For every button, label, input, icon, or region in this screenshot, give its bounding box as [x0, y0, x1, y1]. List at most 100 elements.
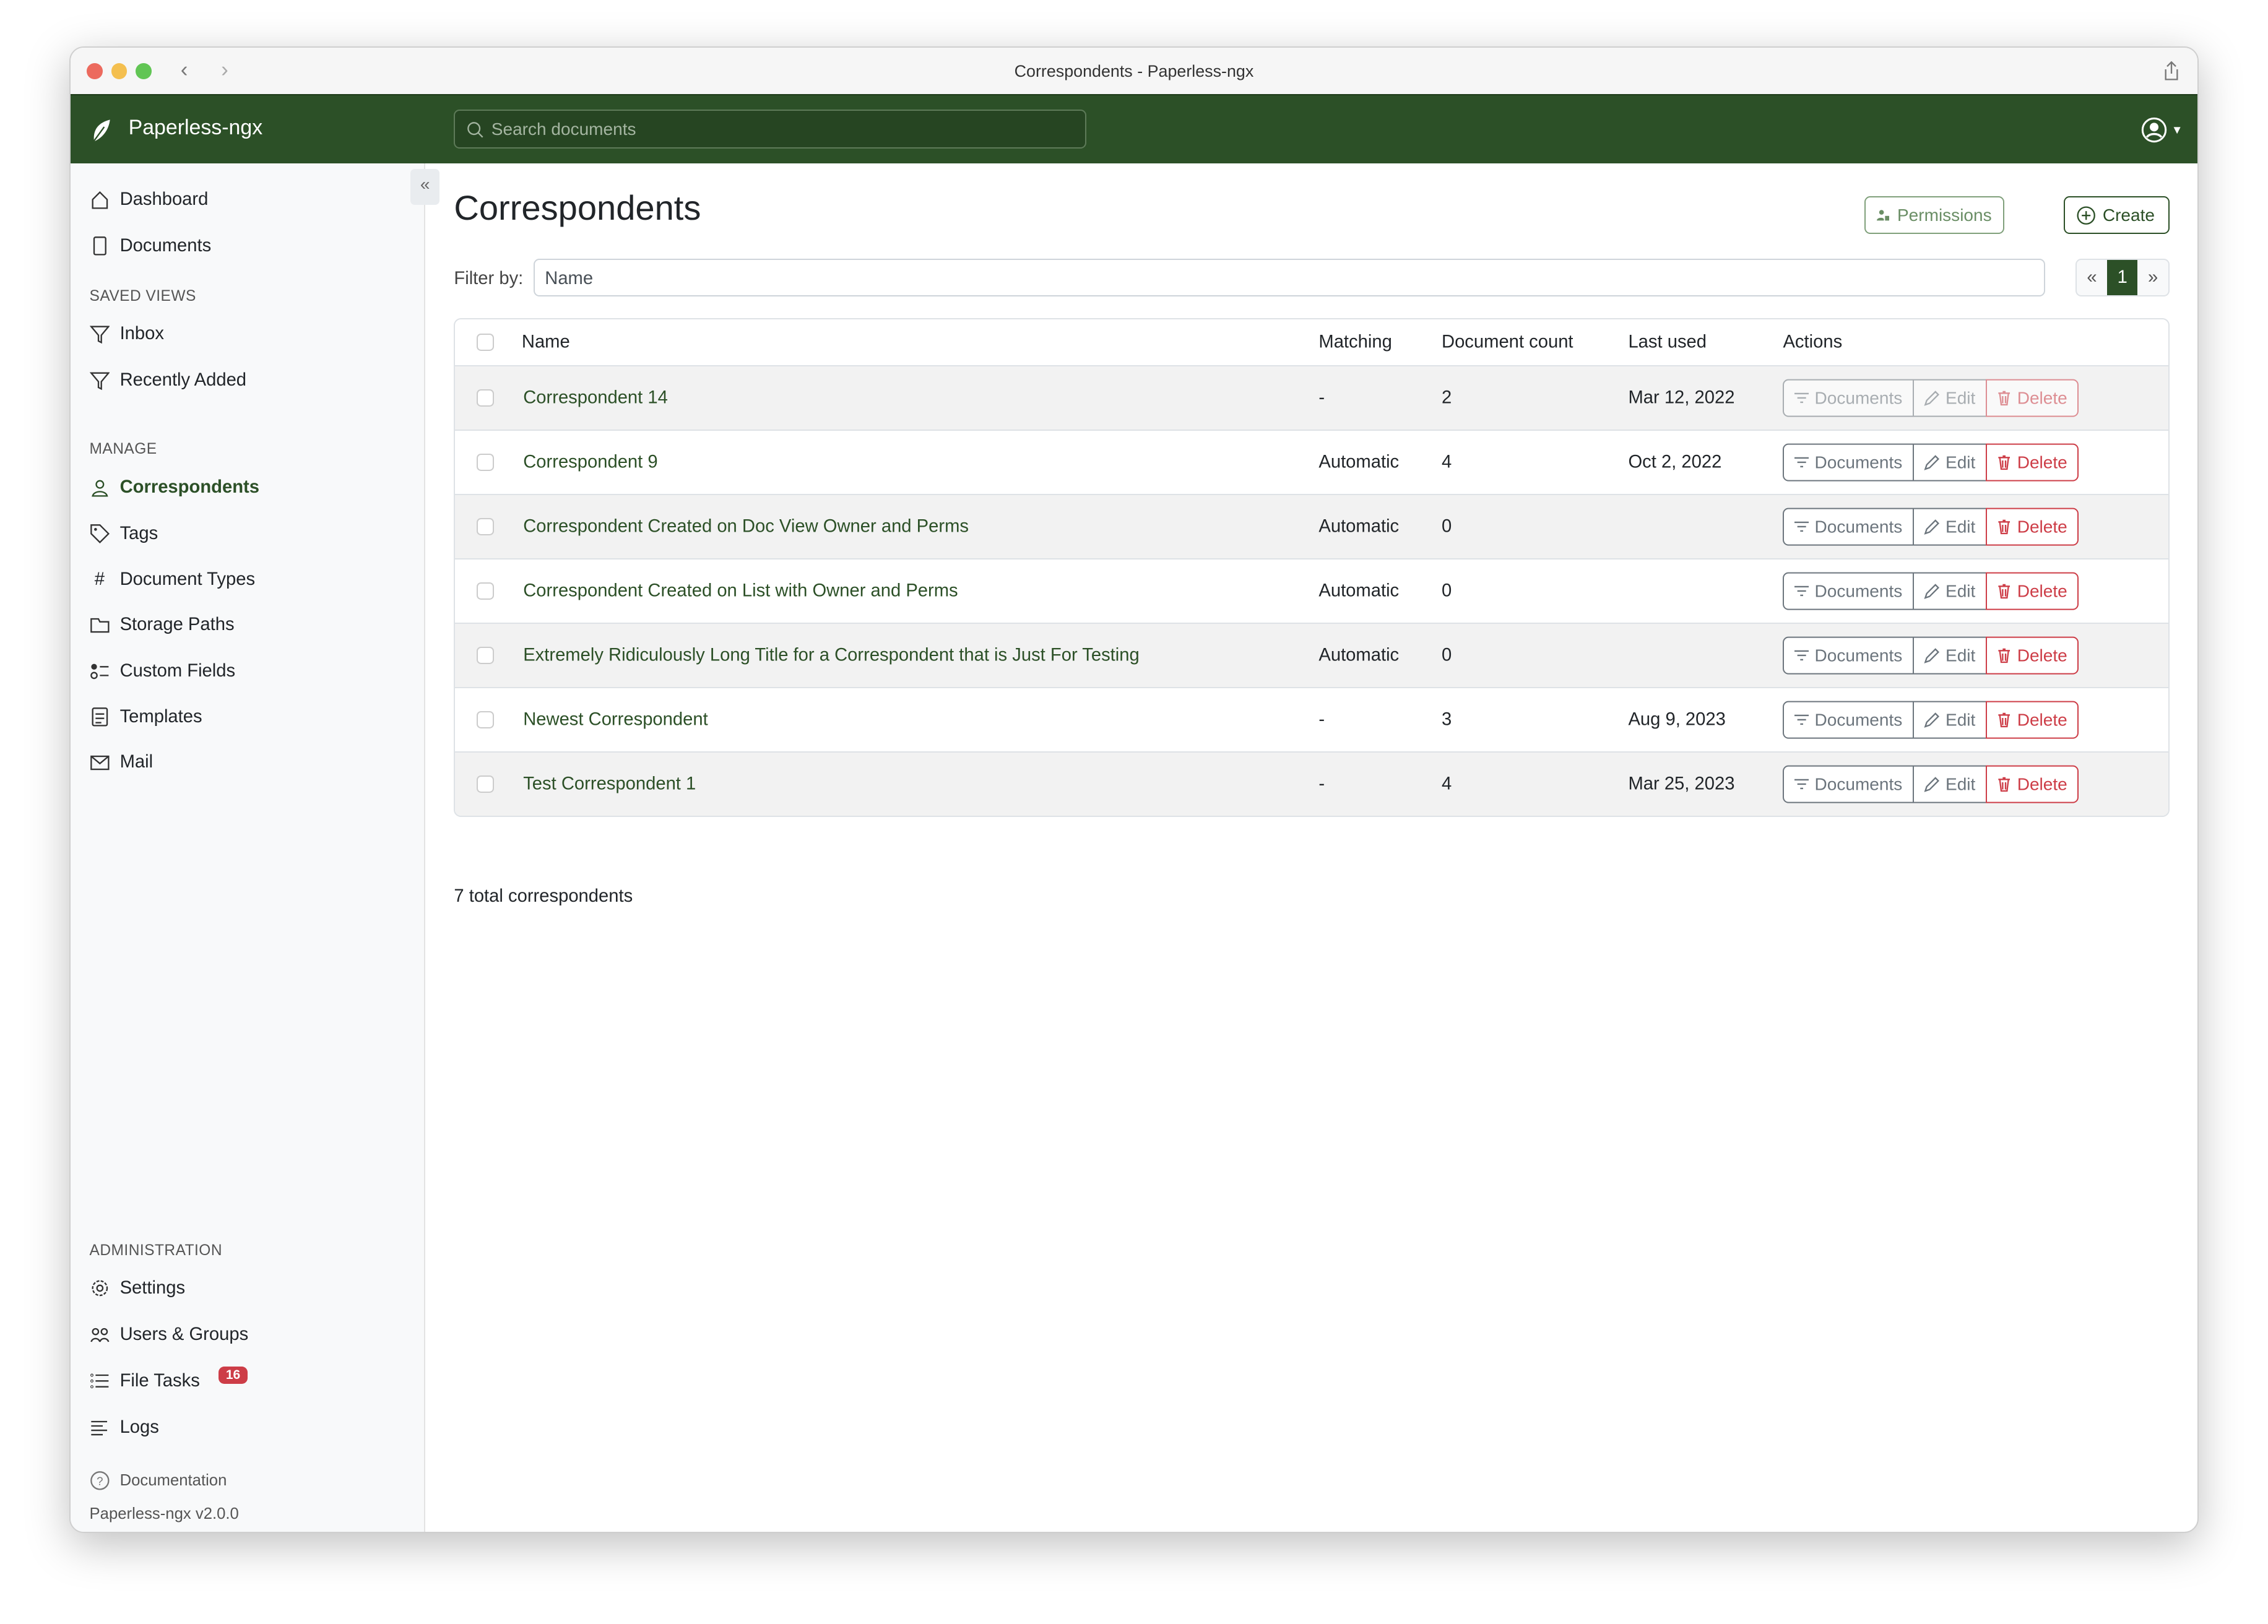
delete-button[interactable]: Delete	[1985, 379, 2079, 417]
create-button[interactable]: Create	[2064, 196, 2170, 235]
last-used-value: Oct 2, 2022	[1628, 452, 1722, 472]
previous-page-button[interactable]: «	[2087, 267, 2097, 287]
sidebar-item-tags[interactable]: Tags	[90, 524, 158, 544]
sidebar-item-label: Settings	[119, 1278, 186, 1298]
documents-label: Documents	[1814, 581, 1903, 601]
documents-button[interactable]: Documents	[1783, 765, 1914, 803]
row-checkbox[interactable]	[477, 582, 495, 600]
hash-icon: #	[94, 569, 105, 590]
column-document-count[interactable]: Document count	[1442, 332, 1573, 352]
list-task-icon	[90, 1373, 108, 1389]
permissions-button[interactable]: Permissions	[1864, 196, 2005, 235]
sidebar-item-label: Correspondents	[119, 477, 259, 497]
row-checkbox[interactable]	[477, 647, 495, 665]
page-1-button[interactable]: 1	[2107, 259, 2138, 295]
sidebar-item-file-tasks[interactable]: File Tasks 16	[90, 1366, 248, 1391]
select-all-checkbox[interactable]	[477, 334, 495, 352]
sidebar-item-dashboard[interactable]: Dashboard	[90, 189, 208, 210]
edit-button[interactable]: Edit	[1913, 508, 1986, 546]
sidebar-item-inbox[interactable]: Inbox	[89, 324, 164, 344]
sidebar-item-storage-paths[interactable]: Storage Paths	[90, 615, 235, 635]
documents-button[interactable]: Documents	[1783, 572, 1914, 610]
edit-button[interactable]: Edit	[1913, 444, 1986, 482]
column-last-used[interactable]: Last used	[1628, 332, 1707, 352]
sidebar-item-settings[interactable]: Settings	[90, 1278, 186, 1298]
filter-label: Filter by:	[454, 269, 524, 289]
back-icon[interactable]: ‹	[180, 58, 188, 82]
delete-button[interactable]: Delete	[1985, 765, 2079, 803]
column-actions: Actions	[1783, 332, 1843, 352]
documents-label: Documents	[1814, 710, 1903, 730]
documents-label: Documents	[1814, 388, 1903, 408]
delete-button[interactable]: Delete	[1985, 701, 2079, 739]
maximize-window-button[interactable]	[136, 63, 152, 80]
user-menu-button[interactable]: ▼	[2141, 117, 2183, 143]
edit-button[interactable]: Edit	[1913, 701, 1986, 739]
documents-button[interactable]: Documents	[1783, 701, 1914, 739]
sidebar-item-users-groups[interactable]: Users & Groups	[90, 1324, 248, 1345]
svg-text:?: ?	[97, 1474, 103, 1487]
documents-button[interactable]: Documents	[1783, 508, 1914, 546]
delete-button[interactable]: Delete	[1985, 636, 2079, 675]
sidebar-item-custom-fields[interactable]: Custom Fields	[90, 661, 235, 681]
correspondent-name-link[interactable]: Correspondent 14	[523, 387, 668, 408]
row-checkbox[interactable]	[477, 389, 495, 407]
edit-button[interactable]: Edit	[1913, 765, 1986, 803]
trash-icon	[1998, 391, 2010, 406]
next-page-button[interactable]: »	[2147, 267, 2158, 287]
sidebar-item-documents[interactable]: Documents	[90, 236, 211, 256]
column-matching[interactable]: Matching	[1318, 332, 1392, 352]
pencil-icon	[1924, 391, 1939, 406]
delete-label: Delete	[2017, 646, 2067, 665]
correspondent-name-link[interactable]: Test Correspondent 1	[523, 774, 696, 794]
correspondent-name-link[interactable]: Correspondent Created on Doc View Owner …	[523, 516, 969, 537]
row-checkbox[interactable]	[477, 711, 495, 729]
correspondent-name-link[interactable]: Correspondent Created on List with Owner…	[523, 581, 958, 601]
search-icon	[467, 121, 483, 138]
filter-name-input[interactable]: Name	[533, 258, 2045, 296]
pencil-icon	[1924, 712, 1939, 728]
sidebar-item-templates[interactable]: Templates	[90, 707, 202, 727]
sidebar-item-recently-added[interactable]: Recently Added	[89, 370, 246, 391]
edit-button[interactable]: Edit	[1913, 572, 1986, 610]
row-checkbox[interactable]	[477, 454, 495, 472]
collapse-sidebar-button[interactable]: «	[410, 169, 439, 205]
close-window-button[interactable]	[86, 63, 103, 80]
documents-button[interactable]: Documents	[1783, 444, 1914, 482]
edit-button[interactable]: Edit	[1913, 379, 1986, 417]
ui-radios-icon	[90, 663, 108, 679]
brand-name[interactable]: Paperless-ngx	[128, 115, 263, 139]
question-circle-icon: ?	[90, 1471, 110, 1490]
sidebar-item-mail[interactable]: Mail	[90, 752, 153, 772]
filter-placeholder: Name	[545, 268, 594, 288]
sidebar-item-logs[interactable]: Logs	[90, 1417, 159, 1438]
documents-button[interactable]: Documents	[1783, 379, 1914, 417]
sidebar-item-document-types[interactable]: # Document Types	[90, 569, 255, 590]
correspondent-name-link[interactable]: Extremely Ridiculously Long Title for a …	[523, 645, 1140, 665]
documentation-link[interactable]: ? Documentation	[90, 1471, 227, 1491]
edit-button[interactable]: Edit	[1913, 636, 1986, 675]
last-used-value: Mar 25, 2023	[1628, 774, 1735, 794]
row-checkbox[interactable]	[477, 775, 495, 793]
correspondent-name-link[interactable]: Newest Correspondent	[523, 709, 708, 730]
delete-button[interactable]: Delete	[1985, 508, 2079, 546]
correspondent-name-link[interactable]: Correspondent 9	[523, 452, 658, 472]
table-row: Correspondent Created on Doc View Owner …	[455, 494, 2168, 559]
document-count-value: 2	[1442, 387, 1452, 408]
pagination: « 1 »	[2075, 258, 2170, 296]
filter-icon	[1794, 586, 1809, 597]
documents-label: Documents	[1814, 517, 1903, 537]
delete-button[interactable]: Delete	[1985, 572, 2079, 610]
delete-button[interactable]: Delete	[1985, 444, 2079, 482]
table-row: Correspondent Created on List with Owner…	[455, 558, 2168, 623]
minimize-window-button[interactable]	[111, 63, 128, 80]
share-icon[interactable]	[2163, 61, 2180, 81]
documents-button[interactable]: Documents	[1783, 636, 1914, 675]
row-checkbox[interactable]	[477, 518, 495, 536]
column-name[interactable]: Name	[521, 332, 570, 352]
edit-label: Edit	[1946, 646, 1976, 665]
search-input[interactable]: Search documents	[454, 110, 1086, 149]
sidebar-item-correspondents[interactable]: Correspondents	[90, 477, 259, 498]
forward-icon[interactable]: ›	[221, 58, 228, 82]
matching-value: -	[1318, 387, 1325, 408]
